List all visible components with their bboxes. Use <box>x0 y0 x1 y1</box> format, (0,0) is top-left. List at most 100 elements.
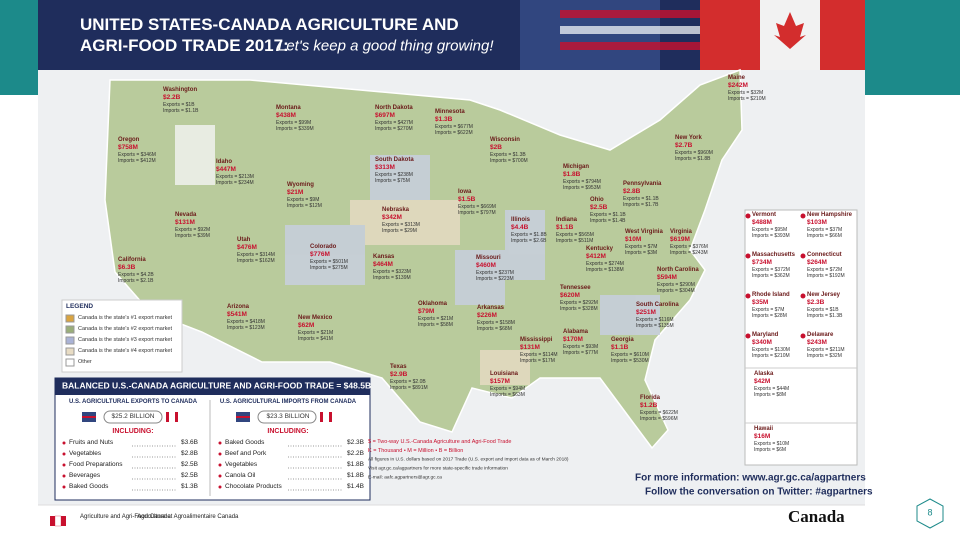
state-detail: Imports = $138M <box>586 267 624 273</box>
state-detail: Exports = $313M <box>382 222 420 228</box>
state-detail: Imports = $797M <box>458 210 496 216</box>
state-name: Idaho <box>216 159 232 165</box>
balance-title: BALANCED U.S.-CANADA AGRICULTURE AND AGR… <box>62 380 371 390</box>
state-name: Arkansas <box>477 305 505 311</box>
state-detail: Exports = $2.0B <box>390 379 426 385</box>
accent-left <box>0 0 38 95</box>
state-detail: Exports = $427M <box>375 120 413 126</box>
state-total: $4.4B <box>511 224 529 231</box>
state-total: $2B <box>490 144 502 151</box>
state-total: $21M <box>287 189 303 196</box>
bullet <box>218 474 222 478</box>
state-detail: Exports = $238M <box>375 172 413 178</box>
item-label: Canola Oil <box>225 472 256 479</box>
state-detail: Imports = $28M <box>752 313 787 319</box>
bullet <box>62 485 66 489</box>
state-total: $438M <box>276 112 296 119</box>
bullet <box>218 485 222 489</box>
title: UNITED STATES-CANADA AGRICULTURE AND <box>80 15 459 34</box>
state-detail: Imports = $1.4B <box>590 218 626 224</box>
state-detail: Exports = $37M <box>807 227 842 233</box>
state-detail: Exports = $292M <box>560 300 598 306</box>
state-total: $594M <box>657 274 677 281</box>
state-total: $251M <box>636 309 656 316</box>
item-value: $2.3B <box>347 439 364 446</box>
state-detail: Exports = $21M <box>298 330 333 336</box>
state-detail: Exports = $1B <box>807 307 839 313</box>
state-total: $2.5B <box>590 204 608 211</box>
state-detail: Exports = $7M <box>625 244 657 250</box>
state-detail: Imports = $393M <box>752 233 790 239</box>
item-label: Beverages <box>69 472 101 479</box>
item-label: Baked Goods <box>69 483 109 490</box>
state-total: $35M <box>752 299 768 306</box>
item-value: $3.6B <box>181 439 198 446</box>
title-line2: AGRI-FOOD TRADE 2017: <box>80 36 289 55</box>
state-name: Delaware <box>807 332 834 338</box>
state-detail: Exports = $1B <box>163 102 195 108</box>
state-detail: Exports = $418M <box>227 319 265 325</box>
imports-including: INCLUDING: <box>267 428 308 435</box>
state-total: $313M <box>375 164 395 171</box>
state-total: $1.1B <box>556 224 574 231</box>
state-name: Colorado <box>310 244 337 250</box>
legend-item: Canada is the state's #3 export market <box>78 337 172 343</box>
notes: $ = Two-way U.S.-Canada Agriculture and … <box>368 439 569 480</box>
item-value: $1.3B <box>181 483 198 490</box>
canada-flag-logo <box>50 515 66 527</box>
state-detail: Imports = $511M <box>556 238 593 244</box>
state-name: Kentucky <box>586 246 614 252</box>
state-detail: Imports = $2.1B <box>118 278 154 284</box>
legend-swatch <box>65 347 75 356</box>
state-total: $541M <box>227 311 247 318</box>
state-detail: Imports = $32M <box>807 353 842 359</box>
state-name: New Hampshire <box>807 212 853 218</box>
state-name: Oklahoma <box>418 301 448 307</box>
state-detail: Imports = $210M <box>752 353 790 359</box>
state-detail: Imports = $75M <box>375 178 410 184</box>
state-marker <box>800 213 806 219</box>
state-name: Minnesota <box>435 109 465 115</box>
state-name: Nevada <box>175 212 197 218</box>
state-total: $412M <box>586 253 606 260</box>
state-detail: Exports = $274M <box>586 261 624 267</box>
state-detail: Exports = $565M <box>556 232 594 238</box>
state-name: Rhode Island <box>752 292 790 298</box>
state-detail: Exports = $1.8B <box>511 232 547 238</box>
state-name: New Jersey <box>807 292 841 298</box>
state-name: Iowa <box>458 189 472 195</box>
state-detail: Imports = $41M <box>298 336 333 342</box>
bullet <box>218 463 222 467</box>
state-total: $697M <box>375 112 395 119</box>
state-total: $10M <box>625 236 641 243</box>
state-detail: Exports = $323M <box>373 269 411 275</box>
state-total: $79M <box>418 308 434 315</box>
state-marker <box>800 253 806 259</box>
state-total: $242M <box>728 82 748 89</box>
us-map <box>104 68 743 450</box>
state-total: $243M <box>807 339 827 346</box>
state-detail: Exports = $677M <box>435 124 473 130</box>
state-detail: Exports = $211M <box>807 347 845 353</box>
state-total: $2.3B <box>807 299 825 306</box>
state-detail: Imports = $1.8B <box>675 156 711 162</box>
state-detail: Exports = $376M <box>670 244 708 250</box>
state-total: $619M <box>670 236 690 243</box>
flag-decoration <box>520 0 865 70</box>
state-detail: Imports = $891M <box>390 385 428 391</box>
state-name: Missouri <box>476 255 501 261</box>
state-total: $226M <box>477 312 497 319</box>
legend-item: Canada is the state's #1 export market <box>78 315 172 321</box>
state-name: Alaska <box>754 371 774 377</box>
state-detail: Exports = $95M <box>752 227 787 233</box>
state-detail: Imports = $275M <box>310 265 348 271</box>
legend-swatch <box>65 336 75 345</box>
state-detail: Imports = $77M <box>563 350 598 356</box>
state-total: $734M <box>752 259 772 266</box>
state-detail: Imports = $192M <box>807 273 845 279</box>
state-marker <box>745 293 751 299</box>
legend-swatch <box>65 325 75 334</box>
state-name: Wisconsin <box>490 137 520 143</box>
state-detail: Imports = $362M <box>752 273 790 279</box>
state-name: West Virginia <box>625 229 663 235</box>
